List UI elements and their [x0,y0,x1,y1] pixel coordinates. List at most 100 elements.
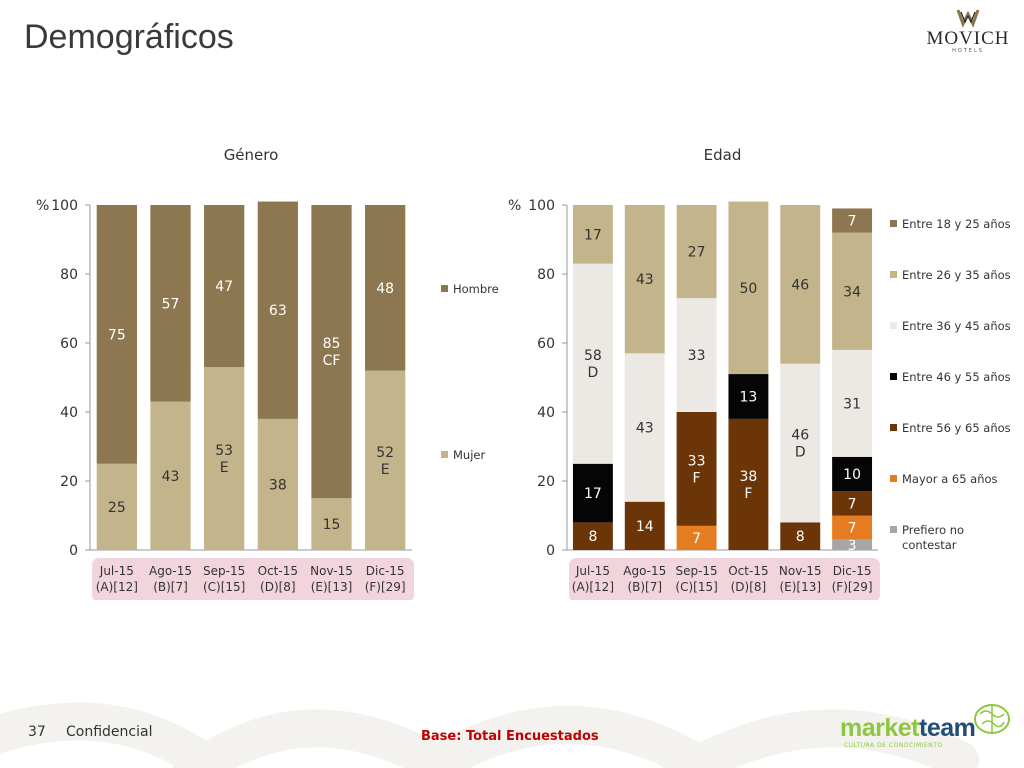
bar-prefiero-no-contestar [832,539,873,550]
movich-emblem-icon [956,9,980,28]
y-tick-label: 80 [60,267,78,283]
bar-entre-56-y-65-anos [832,491,873,516]
data-label: 13 [740,389,758,405]
movich-wordmark: MOVICH [926,28,1010,49]
bar-entre-36-y-45-anos [572,263,613,464]
legend-swatch [890,322,897,329]
x-tick-label: Oct-15 [728,564,768,578]
x-tick-label: (A)[12] [572,580,614,594]
x-tick-highlight [569,558,880,600]
data-label: 38 [269,477,287,493]
x-tick-label: (E)[13] [311,580,353,594]
x-tick-label: Oct-15 [258,564,298,578]
bar-mayor-a-65-anos [676,525,717,550]
bar-entre-26-y-35-anos [728,201,769,375]
data-label: CF [323,353,341,369]
x-tick-label: (B)[7] [153,580,188,594]
legend-swatch [441,451,448,458]
bar-entre-36-y-45-anos [624,353,665,502]
data-label: 46 [791,428,809,444]
marketteam-logo: marketteam CULTURA DE CONOCIMIENTO [840,700,1020,758]
data-label: 10 [843,467,861,483]
x-tick-label: (D)[8] [260,580,296,594]
legend-label: Entre 18 y 25 años [902,217,1010,231]
x-tick-label: Nov-15 [310,564,353,578]
page-number: 37 [28,724,46,740]
bar-entre-26-y-35-anos [624,205,665,354]
x-tick-highlight [92,558,414,600]
legend-swatch [890,373,897,380]
x-tick-label: Dic-15 [366,564,405,578]
data-label: 14 [636,519,654,535]
data-label: 34 [843,284,861,300]
legend-label: Prefiero no [902,523,964,537]
bar-hombre [96,205,137,464]
legend-swatch [890,220,897,227]
data-label: 43 [636,421,654,437]
data-label: F [693,470,701,486]
data-label: 17 [584,486,602,502]
data-label: 43 [162,469,180,485]
x-tick-label: (A)[12] [96,580,138,594]
data-label: E [381,462,390,478]
data-label: D [588,365,599,381]
legend-swatch [890,526,897,533]
bar-mujer [204,367,245,550]
bar-entre-26-y-35-anos [832,232,873,350]
chart-title: Edad [704,146,742,164]
data-label: F [744,486,752,502]
bar-mujer [311,498,352,550]
marketteam-market-text: market [840,714,920,742]
legend-label: contestar [902,538,957,552]
data-label: 31 [843,396,861,412]
x-tick-label: (F)[29] [365,580,406,594]
x-tick-label: Jul-15 [575,564,610,578]
y-tick-label: 80 [537,267,555,283]
marketteam-wordmark: marketteam [840,714,976,743]
y-unit-label: % [508,198,521,214]
data-label: 50 [740,281,758,297]
y-tick-label: 40 [537,405,555,421]
bar-entre-26-y-35-anos [676,205,717,299]
x-tick-label: Sep-15 [675,564,717,578]
confidential-label: Confidencial [66,724,153,740]
legend-label: Entre 46 y 55 años [902,370,1010,384]
bar-entre-36-y-45-anos [832,349,873,457]
base-note: Base: Total Encuestados [421,729,599,744]
bar-hombre [204,205,245,368]
bar-entre-18-y-25-anos [832,208,873,233]
data-label: 8 [588,529,597,545]
legend-label: Mayor a 65 años [902,472,998,486]
y-tick-label: 20 [537,474,555,490]
data-label: E [220,460,229,476]
data-label: 27 [688,245,706,261]
legend-label: Entre 36 y 45 años [902,319,1010,333]
legend-swatch [890,271,897,278]
bar-entre-56-y-65-anos [728,418,769,550]
x-tick-label: (B)[7] [627,580,662,594]
gender-chart: Género 0 20 40 60 80 100% 25 75 Jul-15 (A)[12] 43 57… [36,146,499,600]
data-label: 7 [848,521,857,537]
data-label: 85 [323,336,341,352]
x-tick-label: Ago-15 [149,564,192,578]
bar-entre-26-y-35-anos [572,205,613,264]
x-tick-label: Ago-15 [623,564,666,578]
y-tick-label: 40 [60,405,78,421]
legend-swatch [441,285,448,292]
data-label: 47 [215,279,233,295]
legend-label: Entre 26 y 35 años [902,268,1010,282]
x-tick-label: Nov-15 [779,564,822,578]
legend-swatch [890,475,897,482]
bar-entre-46-y-55-anos [728,374,769,419]
x-tick-label: Dic-15 [833,564,872,578]
bar-hombre [150,205,191,402]
data-label: D [795,445,806,461]
bar-mujer [150,401,191,550]
bar-entre-46-y-55-anos [832,456,873,492]
data-label: 33 [688,453,706,469]
x-tick-label: (F)[29] [832,580,873,594]
bar-entre-56-y-65-anos [676,412,717,526]
data-label: 25 [108,500,126,516]
data-label: 46 [791,277,809,293]
